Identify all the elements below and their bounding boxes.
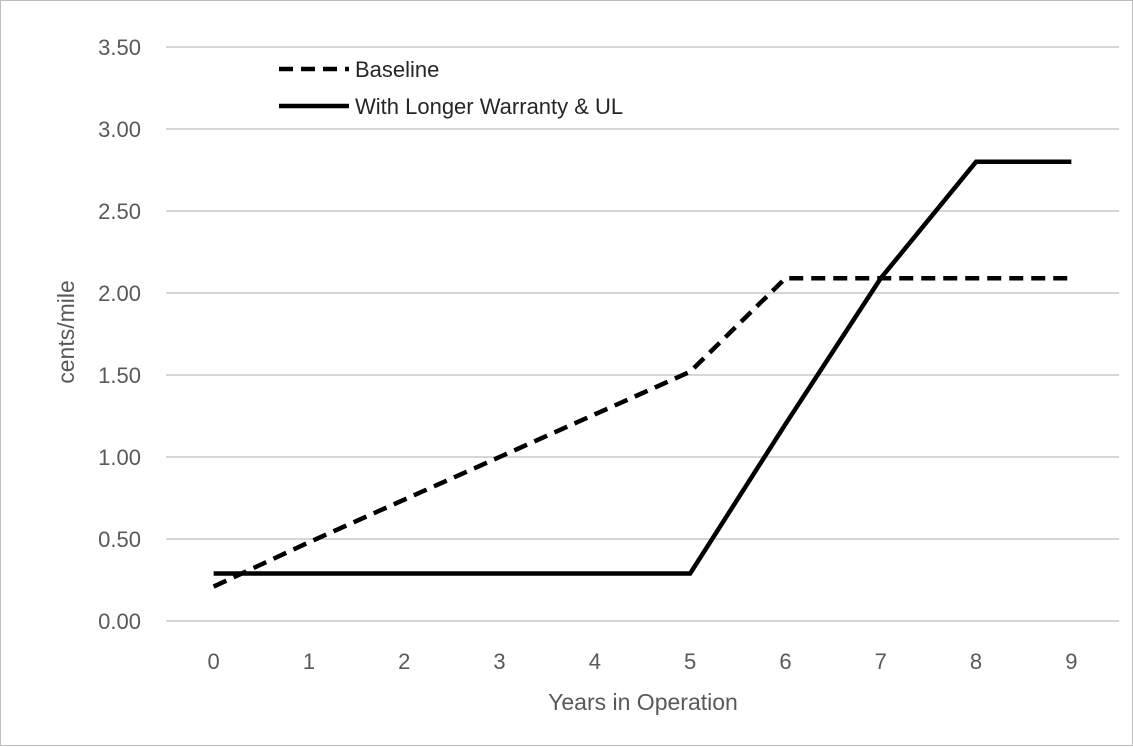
y-tick-label: 2.00 xyxy=(98,281,141,306)
legend-label: With Longer Warranty & UL xyxy=(355,94,623,119)
y-axis-tick-labels: 0.00 0.50 1.00 1.50 2.00 2.50 3.00 3.50 xyxy=(98,35,141,634)
x-tick-label: 7 xyxy=(875,649,887,674)
series-lines xyxy=(212,159,1072,589)
x-tick-label: 5 xyxy=(684,649,696,674)
x-axis-tick-labels: 0 1 2 3 4 5 6 7 8 9 xyxy=(208,649,1078,674)
y-tick-label: 0.50 xyxy=(98,527,141,552)
baseline-series-line xyxy=(212,275,1072,589)
legend: Baseline With Longer Warranty & UL xyxy=(279,57,623,119)
y-tick-label: 1.50 xyxy=(98,363,141,388)
y-axis-title: cents/mile xyxy=(53,280,79,384)
y-tick-label: 3.50 xyxy=(98,35,141,60)
x-tick-label: 4 xyxy=(589,649,601,674)
x-tick-label: 3 xyxy=(493,649,505,674)
x-tick-label: 8 xyxy=(970,649,982,674)
x-tick-label: 2 xyxy=(398,649,410,674)
x-tick-label: 1 xyxy=(303,649,315,674)
legend-label: Baseline xyxy=(355,57,439,82)
y-tick-label: 3.00 xyxy=(98,117,141,142)
gridlines xyxy=(166,46,1119,622)
longer-warranty-series-line xyxy=(213,159,1072,576)
y-tick-label: 0.00 xyxy=(98,609,141,634)
x-tick-label: 9 xyxy=(1065,649,1077,674)
x-tick-label: 6 xyxy=(779,649,791,674)
x-tick-label: 0 xyxy=(208,649,220,674)
x-axis-title: Years in Operation xyxy=(548,689,738,715)
y-tick-label: 1.00 xyxy=(98,445,141,470)
y-tick-label: 2.50 xyxy=(98,199,141,224)
